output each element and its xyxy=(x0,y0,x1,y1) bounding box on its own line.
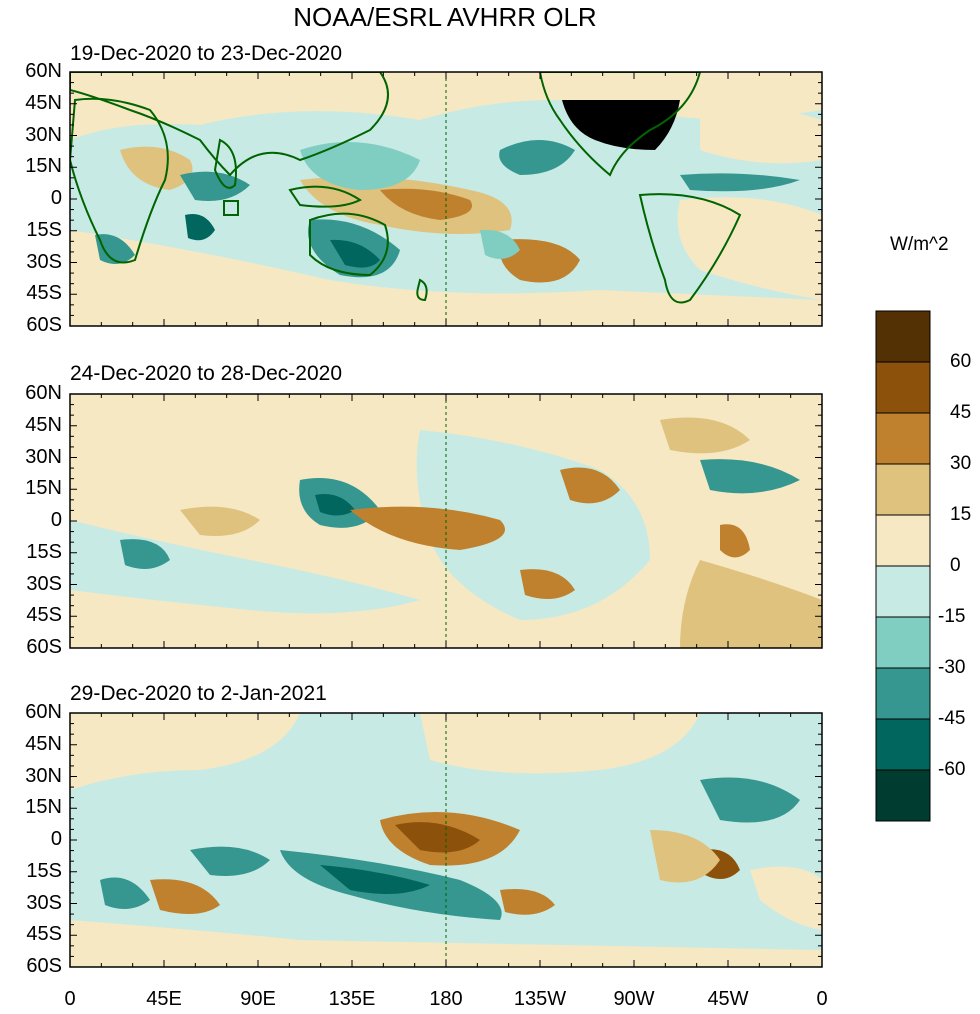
y-tick-label: 30S xyxy=(26,572,62,595)
x-tick-label: 90W xyxy=(613,988,655,1010)
colorbar-label: -30 xyxy=(938,657,966,678)
x-tick-label: 45W xyxy=(707,988,749,1010)
y-tick-label: 45S xyxy=(26,604,62,627)
continents-panel-1 xyxy=(70,72,742,304)
x-tick-label: 90E xyxy=(240,988,276,1010)
panel-1-title: 19-Dec-2020 to 23-Dec-2020 xyxy=(70,42,342,65)
coastline xyxy=(213,138,237,189)
colorbar-swatch xyxy=(875,667,931,720)
colorbar-swatch xyxy=(875,514,931,567)
y-tick-label: 60N xyxy=(25,701,62,723)
y-tick-label: 45S xyxy=(26,282,62,305)
y-tick-label: 45N xyxy=(25,732,62,755)
coastline xyxy=(288,185,362,208)
y-tick-label: 60S xyxy=(26,314,62,336)
y-tick-label: 15N xyxy=(25,796,62,819)
y-tick-label: 0 xyxy=(50,828,62,850)
y-tick-label: 15N xyxy=(25,155,62,178)
colorbar-swatch xyxy=(875,412,931,465)
coastline xyxy=(638,193,742,304)
colorbar-swatch xyxy=(875,310,931,363)
y-tick-label: 60S xyxy=(26,636,62,658)
coastline xyxy=(70,97,169,264)
colorbar-label: 0 xyxy=(950,555,961,576)
y-tick-label: 30N xyxy=(25,764,62,787)
usa-states-outline xyxy=(562,100,680,150)
region-box xyxy=(223,200,239,216)
y-tick-label: 60S xyxy=(26,955,62,977)
main-title: NOAA/ESRL AVHRR OLR xyxy=(293,2,597,32)
y-tick-label: 15S xyxy=(26,859,62,882)
colorbar-label: 45 xyxy=(950,402,972,423)
y-tick-label: 0 xyxy=(50,509,62,531)
colorbar-swatch xyxy=(875,769,931,822)
panel-3-title: 29-Dec-2020 to 2-Jan-2021 xyxy=(70,682,327,705)
x-tick-label: 45E xyxy=(146,988,182,1010)
colorbar-swatch xyxy=(875,718,931,771)
x-tick-label: 0 xyxy=(816,988,828,1010)
y-tick-label: 45N xyxy=(25,413,62,436)
y-tick-label: 15N xyxy=(25,477,62,500)
y-tick-label: 30N xyxy=(25,445,62,468)
y-tick-label: 60N xyxy=(25,60,62,82)
panel-2-title: 24-Dec-2020 to 28-Dec-2020 xyxy=(70,362,342,385)
colorbar-label: 15 xyxy=(950,504,972,525)
x-tick-label: 135W xyxy=(513,988,567,1010)
y-tick-label: 60N xyxy=(25,382,62,404)
x-tick-label: 0 xyxy=(64,988,76,1010)
y-tick-label: 15S xyxy=(26,540,62,563)
y-tick-label: 0 xyxy=(50,187,62,209)
colorbar-label: -45 xyxy=(938,708,966,729)
coastline xyxy=(416,278,428,302)
colorbar-swatch xyxy=(875,616,931,669)
colorbar-swatch xyxy=(875,565,931,618)
y-tick-label: 30S xyxy=(26,250,62,273)
colorbar-label: -15 xyxy=(938,606,966,627)
y-tick-label: 30S xyxy=(26,891,62,914)
colorbar-swatch xyxy=(875,361,931,414)
y-tick-label: 15S xyxy=(26,218,62,241)
colorbar-label: 60 xyxy=(950,351,972,372)
colorbar-units: W/m^2 xyxy=(890,234,949,255)
y-tick-label: 30N xyxy=(25,123,62,146)
coastline xyxy=(538,72,702,177)
colorbar-label: -60 xyxy=(938,759,966,780)
y-tick-label: 45N xyxy=(25,91,62,114)
x-tick-label: 180 xyxy=(429,988,463,1010)
x-tick-label: 135E xyxy=(328,988,376,1010)
colorbar-label: 30 xyxy=(950,453,972,474)
coastline xyxy=(309,212,389,277)
colorbar-swatch xyxy=(875,463,931,516)
colorbar xyxy=(875,310,931,822)
coastline xyxy=(70,72,389,177)
y-tick-label: 45S xyxy=(26,923,62,946)
